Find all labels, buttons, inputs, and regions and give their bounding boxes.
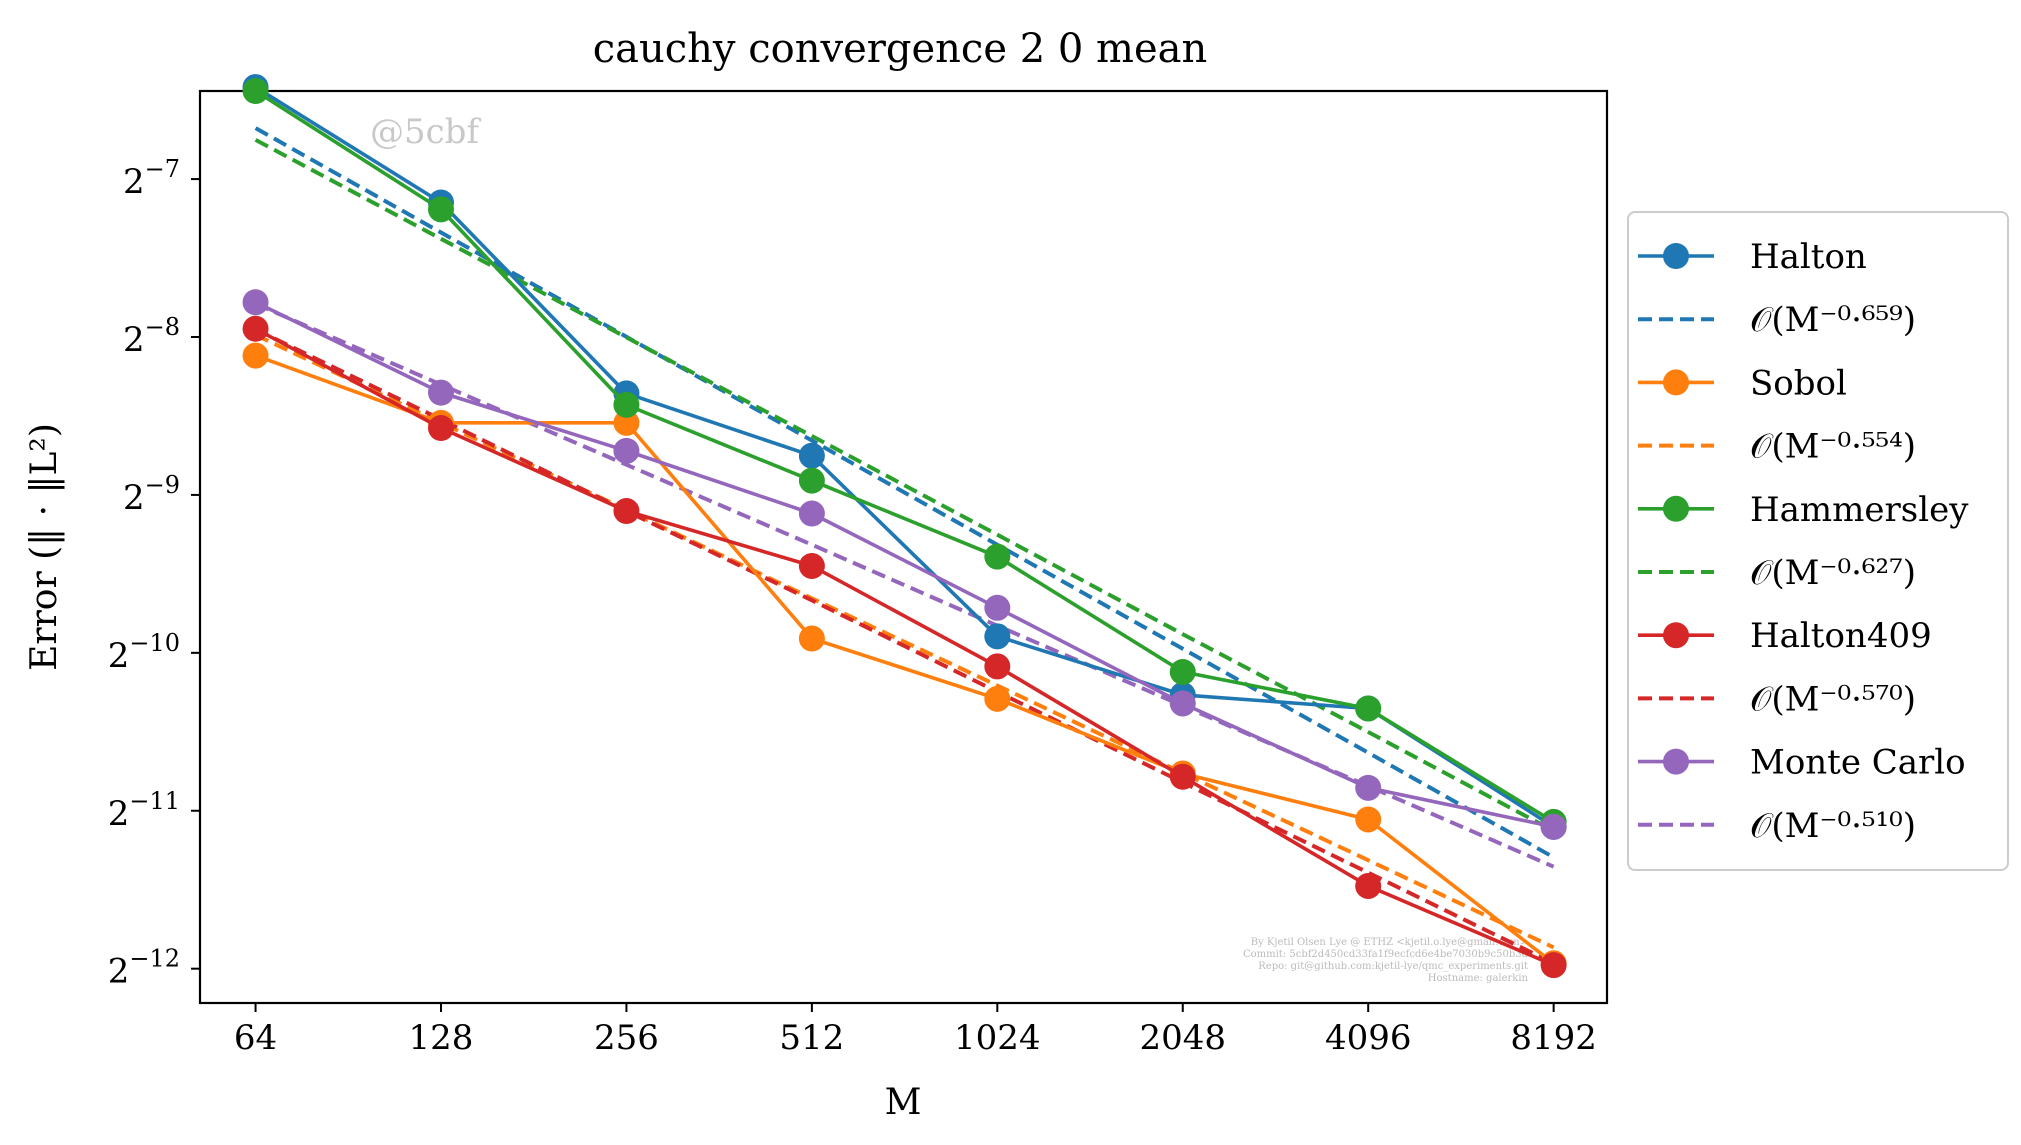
footer-line: Commit: 5cbf2d450cd33fa1f9ecfcd6e4be7030… [1243, 949, 1529, 960]
data-point [1540, 952, 1567, 979]
legend-label: Halton [1750, 237, 1867, 277]
data-point [1355, 774, 1382, 801]
data-point [798, 625, 825, 652]
data-point [984, 685, 1011, 712]
y-axis-label: Error (‖ · ‖L²) [24, 423, 65, 671]
y-axis: 2−7 2−8 2−9 2−10 2−11 2−12 [108, 155, 200, 992]
y-tick-label: 2−8 [123, 313, 180, 360]
data-point [242, 289, 269, 316]
legend-marker [1663, 495, 1689, 522]
data-point [984, 653, 1011, 680]
data-point [1355, 806, 1382, 833]
x-axis-label: M [885, 1082, 922, 1123]
legend-marker [1663, 748, 1689, 775]
legend-marker [1663, 243, 1689, 269]
footer-line: Hostname: galerkin [1428, 973, 1529, 984]
x-axis: 64 128 256 512 1024 2048 4096 8192 [234, 1003, 1597, 1058]
data-point [1355, 872, 1382, 899]
data-point [798, 500, 825, 527]
data-point [242, 78, 269, 104]
legend-box [1627, 211, 2009, 871]
y-tick-label: 2−10 [108, 629, 180, 676]
legend-label: 𝒪(M⁻⁰·⁵⁵⁴) [1750, 427, 1916, 467]
series-line [254, 85, 1555, 829]
data-point [427, 414, 454, 441]
footer-info: By Kjetil Olsen Lye @ ETHZ <kjetil.o.lye… [1243, 937, 1529, 984]
legend-label: 𝒪(M⁻⁰·⁶²⁷) [1750, 553, 1916, 593]
data-point [427, 196, 454, 223]
data-point [613, 498, 640, 525]
data-point [984, 623, 1011, 650]
legend-marker [1663, 622, 1689, 649]
legend-label: 𝒪(M⁻⁰·⁶⁵⁹) [1750, 300, 1916, 340]
data-point [242, 342, 269, 369]
x-tick-label: 128 [409, 1018, 474, 1058]
data-point [1355, 695, 1382, 722]
y-tick-label: 2−9 [123, 471, 180, 518]
series-line [254, 89, 1555, 824]
legend-label: Halton409 [1750, 616, 1932, 656]
legend: Halton 𝒪(M⁻⁰·⁶⁵⁹) Sobol 𝒪(M⁻⁰·⁵⁵⁴) Hammersle… [1638, 237, 1969, 846]
x-tick-label: 256 [594, 1018, 659, 1058]
data-point [1540, 813, 1567, 840]
legend-label: 𝒪(M⁻⁰·⁵⁷⁰) [1750, 679, 1916, 719]
data-point [1169, 763, 1196, 790]
watermark: @5cbf [370, 112, 481, 152]
data-point [613, 409, 640, 436]
data-point [984, 594, 1011, 621]
data-point [984, 543, 1011, 570]
x-tick-label: 4096 [1325, 1018, 1412, 1058]
legend-marker [1663, 369, 1689, 396]
data-point [1169, 690, 1196, 717]
series-line [254, 327, 1555, 967]
footer-line: Repo: git@github.com:kjetil-lye/qmc_expe… [1258, 961, 1528, 972]
data-point [798, 552, 825, 579]
data-point [798, 442, 825, 469]
series-line [254, 300, 1554, 829]
series-line [254, 353, 1555, 965]
x-tick-label: 8192 [1510, 1018, 1597, 1058]
data-point [1169, 658, 1196, 685]
chart-title: cauchy convergence 2 0 mean [593, 26, 1208, 72]
y-tick-label: 2−12 [108, 945, 180, 992]
data-point [613, 391, 640, 418]
legend-label: Hammersley [1750, 490, 1969, 530]
series-fit-line [254, 333, 1555, 950]
data-point [798, 467, 825, 494]
series-layer [242, 74, 1567, 979]
data-point [427, 379, 454, 406]
series-fit-line [254, 126, 1555, 860]
data-point [613, 437, 640, 464]
x-tick-label: 64 [234, 1018, 277, 1058]
legend-label: Sobol [1750, 363, 1847, 403]
series-fit-line [254, 327, 1555, 966]
y-tick-label: 2−11 [108, 787, 180, 834]
data-point [242, 315, 269, 342]
x-tick-label: 1024 [954, 1018, 1041, 1058]
series-fit-line [254, 138, 1555, 833]
x-tick-label: 2048 [1139, 1018, 1226, 1058]
legend-label: Monte Carlo [1750, 743, 1966, 783]
x-tick-label: 512 [779, 1018, 844, 1058]
y-tick-label: 2−7 [123, 155, 180, 202]
footer-line: By Kjetil Olsen Lye @ ETHZ <kjetil.o.lye… [1251, 937, 1528, 948]
legend-label: 𝒪(M⁻⁰·⁵¹⁰) [1750, 806, 1916, 846]
